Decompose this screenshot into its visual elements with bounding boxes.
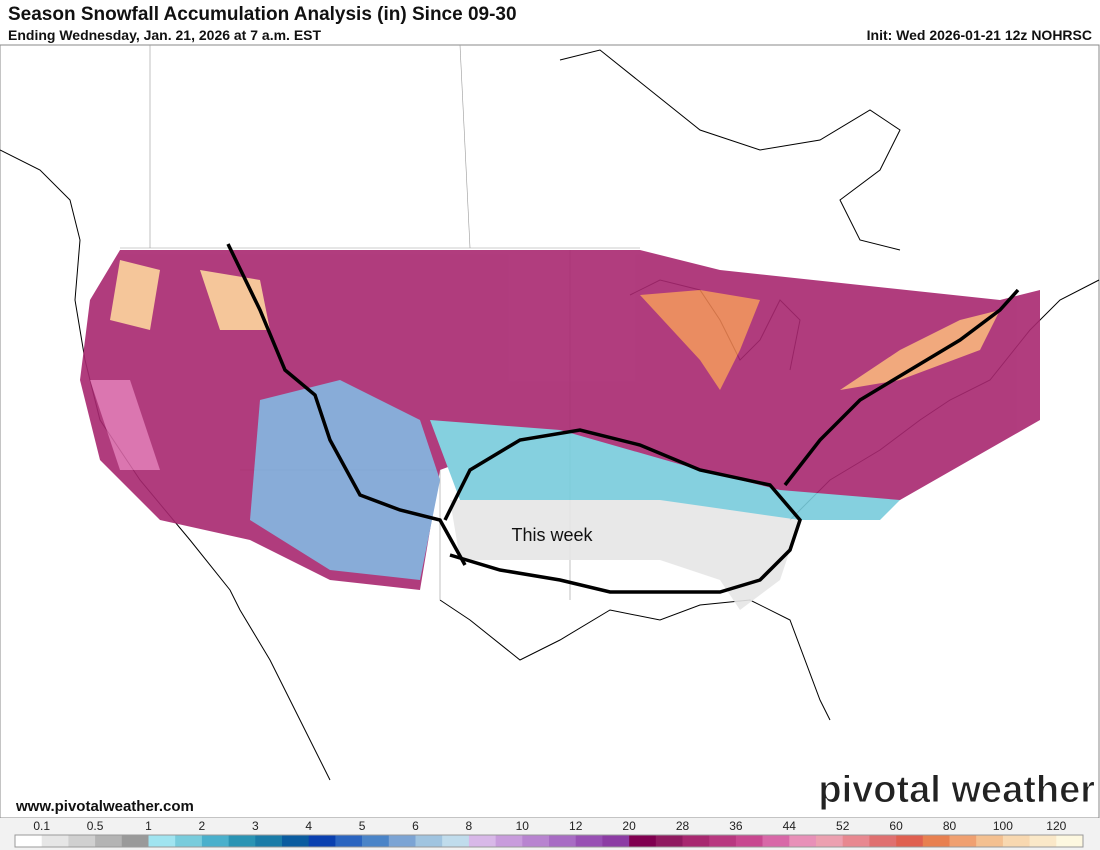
legend-swatch <box>95 835 123 847</box>
legend-label: 8 <box>466 819 473 833</box>
legend-swatch <box>228 835 256 847</box>
legend-swatch <box>522 835 550 847</box>
legend-swatch <box>255 835 283 847</box>
legend-swatch <box>121 835 149 847</box>
legend-swatch <box>68 835 96 847</box>
legend-label: 4 <box>305 819 312 833</box>
legend-swatch <box>201 835 229 847</box>
legend: 0.1 0.5 1 2 3 4 5 6 8 10 12 20 28 36 44 52 60 80 100 120 <box>0 818 1100 850</box>
legend-label: 0.1 <box>33 819 50 833</box>
legend-swatch <box>896 835 924 847</box>
legend-label: 10 <box>516 819 530 833</box>
init-time: Init: Wed 2026-01-21 12z NOHRSC <box>866 27 1092 43</box>
legend-label: 44 <box>783 819 797 833</box>
legend-label: 28 <box>676 819 690 833</box>
legend-swatch <box>308 835 336 847</box>
legend-swatch <box>549 835 576 847</box>
website: www.pivotalweather.com <box>15 798 194 815</box>
legend-swatch <box>789 835 817 847</box>
logo: pivotal weather <box>818 769 1095 811</box>
legend-swatch <box>388 835 416 847</box>
legend-swatch <box>442 835 470 847</box>
legend-label: 52 <box>836 819 850 833</box>
legend-label: 12 <box>569 819 583 833</box>
legend-label: 2 <box>199 819 206 833</box>
legend-label: 60 <box>889 819 903 833</box>
legend-swatch <box>15 835 42 847</box>
legend-swatch <box>175 835 203 847</box>
legend-label: 36 <box>729 819 743 833</box>
legend-swatch <box>335 835 363 847</box>
legend-swatch <box>949 835 977 847</box>
subtitle: Ending Wednesday, Jan. 21, 2026 at 7 a.m… <box>8 27 322 43</box>
legend-swatch <box>655 835 683 847</box>
legend-swatch <box>629 835 657 847</box>
legend-swatch <box>735 835 763 847</box>
legend-swatch <box>1002 835 1030 847</box>
legend-swatch <box>762 835 790 847</box>
legend-label: 1 <box>145 819 152 833</box>
legend-swatch <box>282 835 309 847</box>
legend-label: 5 <box>359 819 366 833</box>
legend-swatch <box>1029 835 1057 847</box>
legend-swatch <box>362 835 390 847</box>
legend-swatch <box>816 835 843 847</box>
legend-swatch <box>495 835 523 847</box>
legend-label: 80 <box>943 819 957 833</box>
annotation: This week <box>511 525 593 545</box>
legend-swatch <box>922 835 950 847</box>
legend-label: 120 <box>1046 819 1066 833</box>
legend-label: 0.5 <box>87 819 104 833</box>
legend-swatch <box>976 835 1004 847</box>
legend-label: 100 <box>993 819 1013 833</box>
legend-label: 6 <box>412 819 419 833</box>
title: Season Snowfall Accumulation Analysis (i… <box>8 4 517 25</box>
legend-label: 20 <box>622 819 636 833</box>
legend-swatch <box>869 835 897 847</box>
legend-swatch <box>575 835 603 847</box>
legend-swatch <box>468 835 496 847</box>
snow-field <box>80 250 1040 610</box>
legend-swatch <box>682 835 710 847</box>
legend-swatch <box>1056 835 1084 847</box>
legend-swatch <box>41 835 69 847</box>
legend-swatch <box>148 835 176 847</box>
annotation-lines <box>226 243 1020 594</box>
legend-swatch <box>415 835 443 847</box>
legend-swatch <box>709 835 737 847</box>
legend-border <box>14 834 1084 848</box>
legend-swatch <box>602 835 630 847</box>
legend-label: 3 <box>252 819 259 833</box>
legend-swatch <box>842 835 870 847</box>
